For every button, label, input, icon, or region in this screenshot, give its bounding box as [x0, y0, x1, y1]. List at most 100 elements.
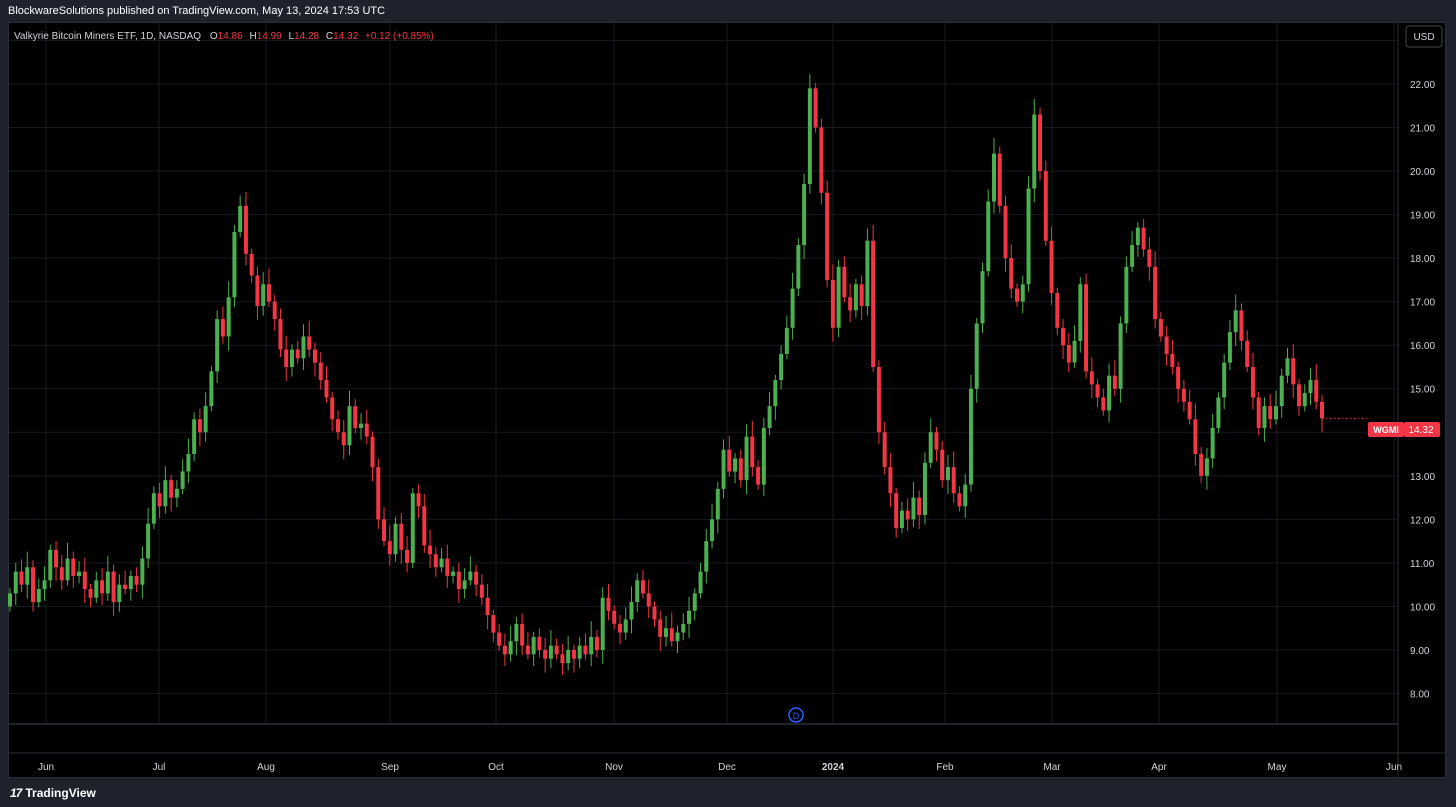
- candle-body: [261, 284, 266, 307]
- candle-body: [19, 571, 24, 585]
- candle: [1320, 394, 1324, 433]
- candle: [59, 555, 64, 590]
- candle-body: [761, 427, 766, 485]
- candle-body: [986, 201, 991, 272]
- candle-body: [439, 558, 444, 568]
- candle: [399, 513, 404, 564]
- publisher-text: BlockwareSolutions published on TradingV…: [8, 5, 386, 17]
- candle-body: [744, 436, 749, 481]
- candle-body: [1279, 375, 1284, 407]
- price-axis[interactable]: 23.0022.0021.0020.0019.0018.0017.0016.00…: [1410, 36, 1435, 700]
- candle-body: [428, 545, 433, 555]
- candle: [951, 451, 956, 503]
- candle: [957, 486, 962, 512]
- candle-body: [1118, 323, 1123, 389]
- candle-body: [710, 519, 715, 542]
- candle: [433, 547, 438, 577]
- candle: [1187, 389, 1192, 425]
- candle: [1020, 275, 1025, 314]
- candle: [859, 275, 864, 320]
- candle: [405, 535, 410, 573]
- candle: [497, 623, 502, 651]
- candle-body: [807, 88, 812, 185]
- candle-body: [635, 580, 640, 603]
- tradingview-logo[interactable]: 17 TradingView: [10, 786, 96, 800]
- legend-high-value: 14.99: [257, 31, 282, 42]
- time-axis[interactable]: Jun Jul Aug Sep Oct Nov Dec 2024 Feb Mar Apr May Jun: [38, 762, 1402, 773]
- candle: [410, 488, 415, 569]
- price-tick-label: 11.00: [1410, 559, 1435, 570]
- candle: [451, 566, 456, 584]
- candle-body: [82, 571, 87, 590]
- price-tick-label: 19.00: [1410, 211, 1435, 222]
- candle: [353, 399, 358, 434]
- candle-body: [1222, 362, 1227, 398]
- tradingview-wordmark: TradingView: [25, 786, 96, 800]
- candle-body: [848, 297, 853, 311]
- candle: [468, 555, 473, 586]
- candle: [922, 452, 927, 525]
- candle-body: [197, 419, 202, 433]
- candle-body: [497, 632, 502, 646]
- candle: [1078, 277, 1083, 353]
- chart-legend: Valkyrie Bitcoin Miners ETF, 1D, NASDAQ …: [14, 31, 434, 42]
- legend-low-label: L: [289, 31, 295, 42]
- candle: [1250, 353, 1255, 410]
- candle: [1038, 107, 1043, 181]
- candle-body: [111, 571, 116, 603]
- candle: [721, 439, 726, 499]
- candle-body: [399, 523, 404, 550]
- event-marker[interactable]: D: [788, 707, 804, 723]
- candle: [727, 435, 732, 477]
- candle: [209, 366, 214, 412]
- candle-body: [888, 467, 893, 494]
- candle-body: [974, 323, 979, 389]
- legend-high-label: H: [249, 31, 256, 42]
- candle-body: [589, 636, 594, 655]
- candle-body: [594, 636, 599, 650]
- candle: [905, 498, 910, 532]
- candle: [54, 541, 59, 582]
- candle-body: [445, 558, 450, 576]
- candle: [1291, 344, 1296, 399]
- candle-body: [25, 567, 30, 585]
- candle: [761, 417, 766, 497]
- candle-body: [1291, 358, 1296, 385]
- time-tick-label: Aug: [257, 762, 275, 773]
- price-tick-label: 12.00: [1410, 515, 1435, 526]
- candle-body: [1153, 266, 1158, 320]
- candle-body: [733, 458, 738, 472]
- event-marker-label[interactable]: D: [793, 711, 800, 721]
- price-tick-label: 21.00: [1410, 123, 1435, 134]
- candle-body: [721, 449, 726, 489]
- candle: [1147, 237, 1152, 281]
- candle-body: [928, 432, 933, 463]
- candle-body: [1314, 380, 1319, 402]
- candle: [963, 474, 968, 519]
- currency-button-label[interactable]: USD: [1413, 32, 1434, 43]
- candle: [664, 616, 668, 647]
- candle-body: [687, 610, 692, 624]
- candle: [1026, 176, 1031, 292]
- candle-body: [1256, 397, 1261, 428]
- candle-body: [364, 423, 369, 437]
- candle-body: [77, 571, 82, 576]
- candle-body: [968, 388, 973, 485]
- candle-body: [692, 593, 697, 611]
- currency-button[interactable]: USD: [1405, 25, 1443, 48]
- candle-body: [612, 610, 617, 624]
- candle-body: [1089, 371, 1094, 385]
- candle: [537, 628, 542, 658]
- candle: [548, 629, 553, 669]
- price-tick-label: 13.00: [1410, 472, 1435, 483]
- candle-body: [59, 567, 64, 581]
- candle: [359, 413, 364, 440]
- candle-body: [957, 493, 962, 507]
- candle-body: [266, 284, 271, 302]
- candle: [1216, 392, 1221, 434]
- candle: [577, 636, 582, 669]
- candle-body: [502, 645, 507, 655]
- candle: [341, 420, 346, 460]
- candle: [1055, 287, 1060, 336]
